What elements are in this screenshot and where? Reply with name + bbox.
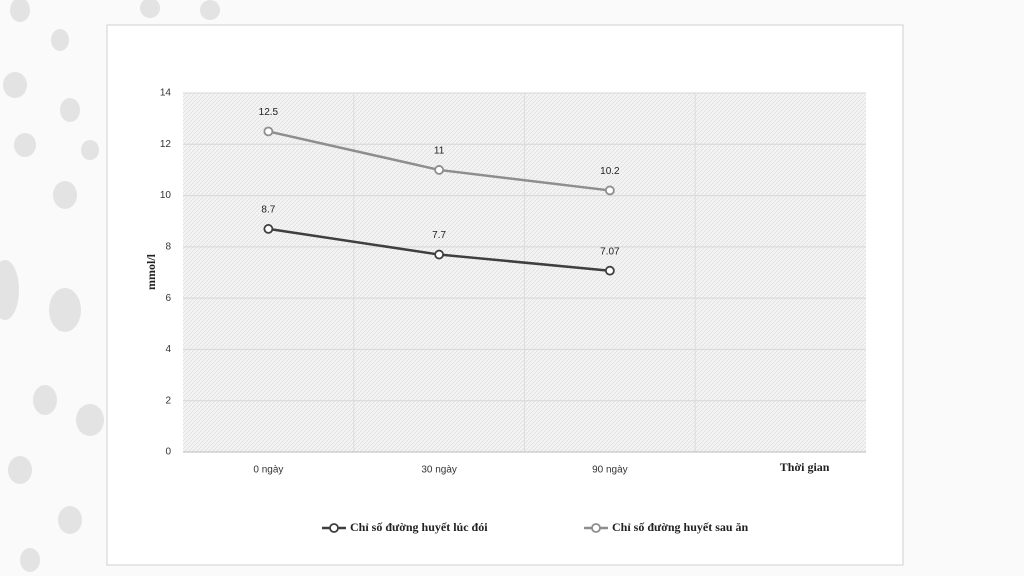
y-axis-label: mmol/l bbox=[144, 253, 158, 290]
data-label: 8.7 bbox=[261, 205, 275, 216]
y-tick-label: 0 bbox=[165, 447, 171, 458]
data-label: 11 bbox=[434, 146, 445, 157]
y-tick-label: 10 bbox=[160, 190, 172, 201]
point bbox=[434, 249, 445, 260]
y-tick-label: 14 bbox=[160, 88, 172, 99]
point bbox=[604, 265, 615, 276]
data-label: 7.07 bbox=[600, 246, 620, 257]
data-label: 12.5 bbox=[259, 107, 279, 118]
y-tick-label: 2 bbox=[165, 395, 171, 406]
decoration bbox=[0, 0, 220, 572]
point bbox=[263, 126, 274, 137]
x-tick-label: 0 ngày bbox=[253, 465, 283, 476]
data-label: 7.7 bbox=[432, 230, 446, 241]
x-axis-label: Thời gian bbox=[780, 460, 830, 474]
point bbox=[263, 224, 274, 234]
legend-label: Chỉ số đường huyết lúc đói bbox=[350, 520, 488, 534]
x-tick-label: 90 ngày bbox=[592, 465, 628, 476]
x-tick-label: 30 ngày bbox=[421, 465, 457, 476]
y-tick-label: 4 bbox=[165, 344, 171, 355]
legend-label: Chỉ số đường huyết sau ăn bbox=[612, 520, 749, 534]
y-tick-label: 8 bbox=[165, 241, 171, 252]
legend-marker bbox=[329, 523, 339, 533]
y-tick-label: 12 bbox=[160, 139, 172, 150]
y-tick-label: 6 bbox=[165, 293, 171, 304]
data-label: 10.2 bbox=[600, 166, 620, 177]
legend-marker bbox=[591, 523, 601, 533]
point bbox=[434, 165, 445, 175]
point bbox=[604, 185, 615, 196]
